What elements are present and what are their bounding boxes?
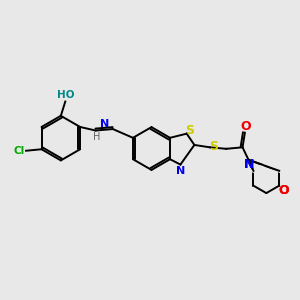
- Text: O: O: [278, 184, 289, 196]
- Text: N: N: [244, 158, 254, 171]
- Text: O: O: [278, 184, 289, 196]
- Text: O: O: [240, 120, 251, 133]
- Text: N: N: [176, 166, 185, 176]
- Text: HO: HO: [57, 90, 75, 100]
- Text: N: N: [100, 119, 109, 129]
- Text: H: H: [93, 132, 100, 142]
- Text: S: S: [209, 140, 218, 153]
- Text: N: N: [244, 158, 254, 171]
- Text: Cl: Cl: [14, 146, 25, 156]
- Text: S: S: [185, 124, 194, 136]
